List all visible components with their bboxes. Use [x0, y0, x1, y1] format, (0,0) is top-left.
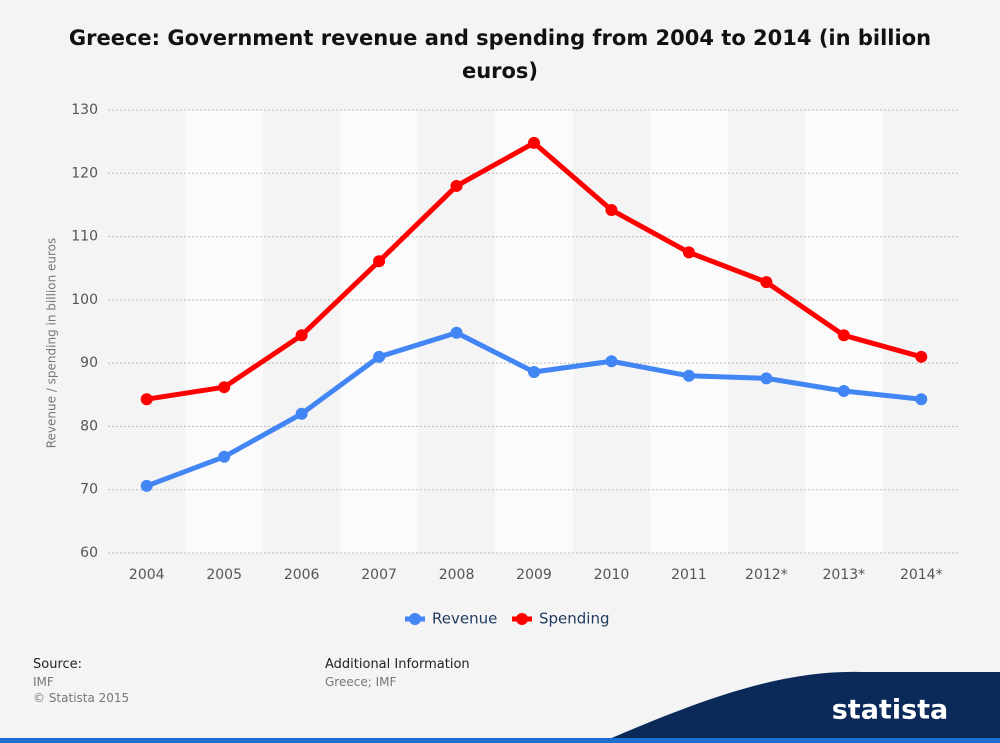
band	[185, 110, 263, 553]
chart-title: Greece: Government revenue and spending …	[68, 26, 932, 83]
point	[760, 372, 773, 385]
x-tick-label: 2005	[206, 567, 242, 583]
source: IMF	[33, 675, 54, 689]
point	[605, 355, 618, 368]
x-tick-label: 2006	[284, 567, 320, 583]
point	[837, 329, 850, 342]
legend-label: Spending	[539, 610, 610, 628]
legend-marker	[516, 613, 528, 625]
copyright: © Statista 2015	[33, 691, 130, 705]
band	[340, 110, 418, 553]
point	[373, 350, 386, 363]
bottom-bar	[0, 738, 1000, 743]
x-tick-label: 2009	[516, 567, 552, 583]
point	[140, 479, 153, 492]
point	[915, 350, 928, 363]
x-tick-label: 2010	[594, 567, 630, 583]
point	[295, 329, 308, 342]
point	[915, 393, 928, 406]
y-tick-label: 100	[71, 292, 98, 308]
point	[837, 384, 850, 397]
x-tick-label: 2011	[671, 567, 707, 583]
point	[295, 407, 308, 420]
info-label: Additional Information	[325, 657, 470, 672]
point	[450, 326, 463, 339]
y-tick-label: 70	[80, 482, 98, 498]
logo: statista	[832, 695, 949, 726]
point	[682, 246, 695, 259]
x-tick-label: 2012*	[745, 567, 788, 583]
info: Greece; IMF	[325, 675, 397, 689]
point	[760, 276, 773, 289]
point	[140, 393, 153, 406]
x-tick-label: 2004	[129, 567, 165, 583]
source-label: Source:	[33, 657, 83, 672]
point	[450, 179, 463, 192]
band	[495, 110, 573, 553]
y-axis-label: Revenue / spending in billion euros	[45, 238, 59, 449]
y-tick-label: 60	[80, 545, 98, 561]
y-tick-label: 80	[80, 418, 98, 434]
logo-swoosh	[600, 671, 1000, 743]
point	[373, 255, 386, 268]
x-tick-label: 2007	[361, 567, 397, 583]
point	[682, 369, 695, 382]
point	[528, 366, 540, 379]
y-tick-label: 130	[71, 102, 98, 118]
y-tick-label: 110	[71, 229, 98, 245]
x-tick-label: 2013*	[822, 567, 865, 583]
x-tick-label: 2008	[439, 567, 475, 583]
point	[605, 203, 618, 216]
y-tick-label: 90	[80, 355, 98, 371]
point	[218, 450, 231, 463]
legend-label: Revenue	[432, 610, 497, 628]
legend-marker	[409, 613, 421, 625]
y-tick-label: 120	[71, 165, 98, 181]
point	[218, 381, 231, 394]
band	[650, 110, 728, 553]
x-tick-label: 2014*	[900, 567, 943, 583]
point	[528, 136, 540, 149]
